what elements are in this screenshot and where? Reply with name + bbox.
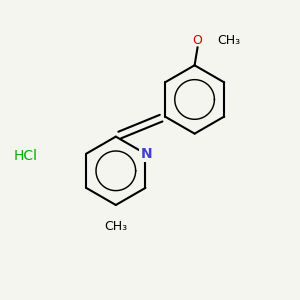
- Text: O: O: [193, 34, 202, 46]
- Text: HCl: HCl: [13, 149, 37, 163]
- Text: CH₃: CH₃: [104, 220, 128, 233]
- Text: N: N: [141, 147, 153, 161]
- Text: CH₃: CH₃: [217, 34, 240, 46]
